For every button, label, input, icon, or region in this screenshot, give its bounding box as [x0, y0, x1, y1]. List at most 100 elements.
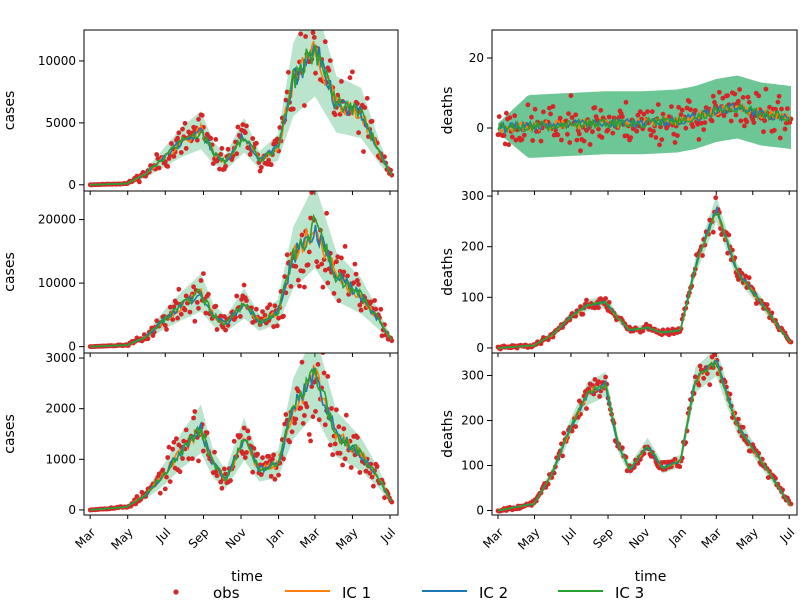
- y-tick-label: 100: [461, 459, 484, 473]
- obs-point: [630, 126, 636, 132]
- panel-cases-1: 0 5000 10000 cases: [2, 29, 399, 195]
- x-tick-label: May: [733, 525, 760, 552]
- obs-point: [191, 284, 197, 290]
- obs-point: [242, 130, 248, 136]
- obs-point: [298, 31, 304, 37]
- obs-point: [222, 466, 227, 472]
- obs-point: [293, 264, 299, 269]
- obs-point: [347, 75, 353, 81]
- uncertainty-band: [90, 30, 392, 185]
- obs-point: [692, 108, 698, 113]
- obs-point: [519, 137, 525, 143]
- obs-point: [777, 135, 783, 141]
- obs-point: [295, 388, 301, 394]
- obs-point: [169, 141, 174, 146]
- obs-point: [343, 412, 349, 418]
- obs-point: [597, 394, 602, 399]
- obs-point: [736, 416, 741, 422]
- obs-point: [306, 347, 311, 352]
- obs-point: [628, 135, 634, 141]
- legend: obs IC 1 IC 2 IC 3: [173, 584, 644, 602]
- obs-point: [763, 86, 769, 92]
- obs-point: [358, 307, 364, 313]
- obs-point: [241, 282, 247, 288]
- obs-point: [219, 146, 225, 151]
- legend-obs-label: obs: [213, 584, 240, 602]
- obs-points: [495, 353, 794, 514]
- obs-point: [352, 261, 358, 267]
- obs-point: [712, 353, 717, 357]
- obs-point: [782, 126, 788, 132]
- obs-point: [258, 472, 264, 477]
- obs-point: [701, 127, 707, 132]
- obs-point: [182, 120, 188, 126]
- obs-point: [242, 455, 248, 460]
- obs-point: [506, 142, 512, 148]
- obs-point: [191, 415, 197, 421]
- ic3-line: [90, 44, 392, 186]
- obs-point: [683, 125, 689, 131]
- obs-point: [660, 111, 666, 117]
- obs-point: [315, 264, 321, 269]
- obs-point: [676, 104, 681, 110]
- obs-point: [262, 312, 268, 318]
- y-axis-label: cases: [2, 91, 18, 130]
- obs-point: [192, 409, 198, 414]
- obs-point: [219, 485, 225, 491]
- obs-point: [709, 118, 715, 124]
- ic3-line: [498, 212, 791, 349]
- obs-point: [697, 363, 703, 369]
- obs-point: [164, 327, 169, 332]
- obs-point: [559, 137, 564, 143]
- obs-point: [201, 448, 206, 454]
- obs-point: [166, 444, 172, 450]
- obs-point: [297, 283, 302, 289]
- y-tick-label: 2000: [45, 402, 76, 416]
- obs-point: [325, 280, 331, 286]
- obs-point: [372, 298, 377, 303]
- obs-point: [308, 438, 313, 444]
- obs-point: [357, 470, 363, 475]
- obs-point: [183, 427, 189, 433]
- obs-point: [336, 298, 342, 304]
- obs-point: [290, 106, 296, 112]
- obs-point: [176, 286, 182, 292]
- obs-point: [592, 105, 598, 110]
- x-tick-label: Jul: [776, 525, 797, 546]
- obs-point: [576, 131, 582, 137]
- obs-point: [274, 136, 280, 142]
- obs-point: [306, 432, 312, 437]
- obs-point: [284, 252, 290, 258]
- obs-point: [504, 110, 509, 116]
- uncertainty-band: [90, 353, 392, 510]
- ic3-line: [497, 102, 792, 134]
- obs-point: [336, 424, 342, 430]
- obs-point: [509, 134, 515, 140]
- obs-point: [635, 112, 641, 118]
- ic3-line: [90, 213, 392, 348]
- obs-point: [196, 458, 201, 464]
- obs-point: [176, 130, 182, 136]
- x-tick-label: Mar: [297, 525, 323, 551]
- obs-point: [254, 140, 259, 146]
- obs-point: [304, 404, 310, 410]
- obs-point: [162, 323, 168, 328]
- legend-ic3-label: IC 3: [615, 584, 644, 602]
- obs-point: [196, 305, 201, 311]
- obs-point: [203, 310, 209, 316]
- obs-point: [178, 150, 184, 155]
- obs-point: [736, 98, 741, 104]
- y-tick-label: 0: [68, 503, 76, 517]
- obs-point: [225, 146, 231, 152]
- panel-deaths-1: 0 20 deaths: [440, 29, 798, 195]
- obs-point: [356, 130, 361, 136]
- obs-point: [206, 291, 211, 297]
- obs-point: [716, 89, 722, 95]
- obs-point: [244, 450, 249, 455]
- y-axis-label: cases: [2, 414, 18, 453]
- x-tick-label: Jul: [153, 525, 174, 546]
- x-tick-label: May: [108, 525, 135, 552]
- obs-point: [180, 126, 185, 132]
- obs-point: [637, 109, 643, 115]
- obs-point: [653, 135, 659, 140]
